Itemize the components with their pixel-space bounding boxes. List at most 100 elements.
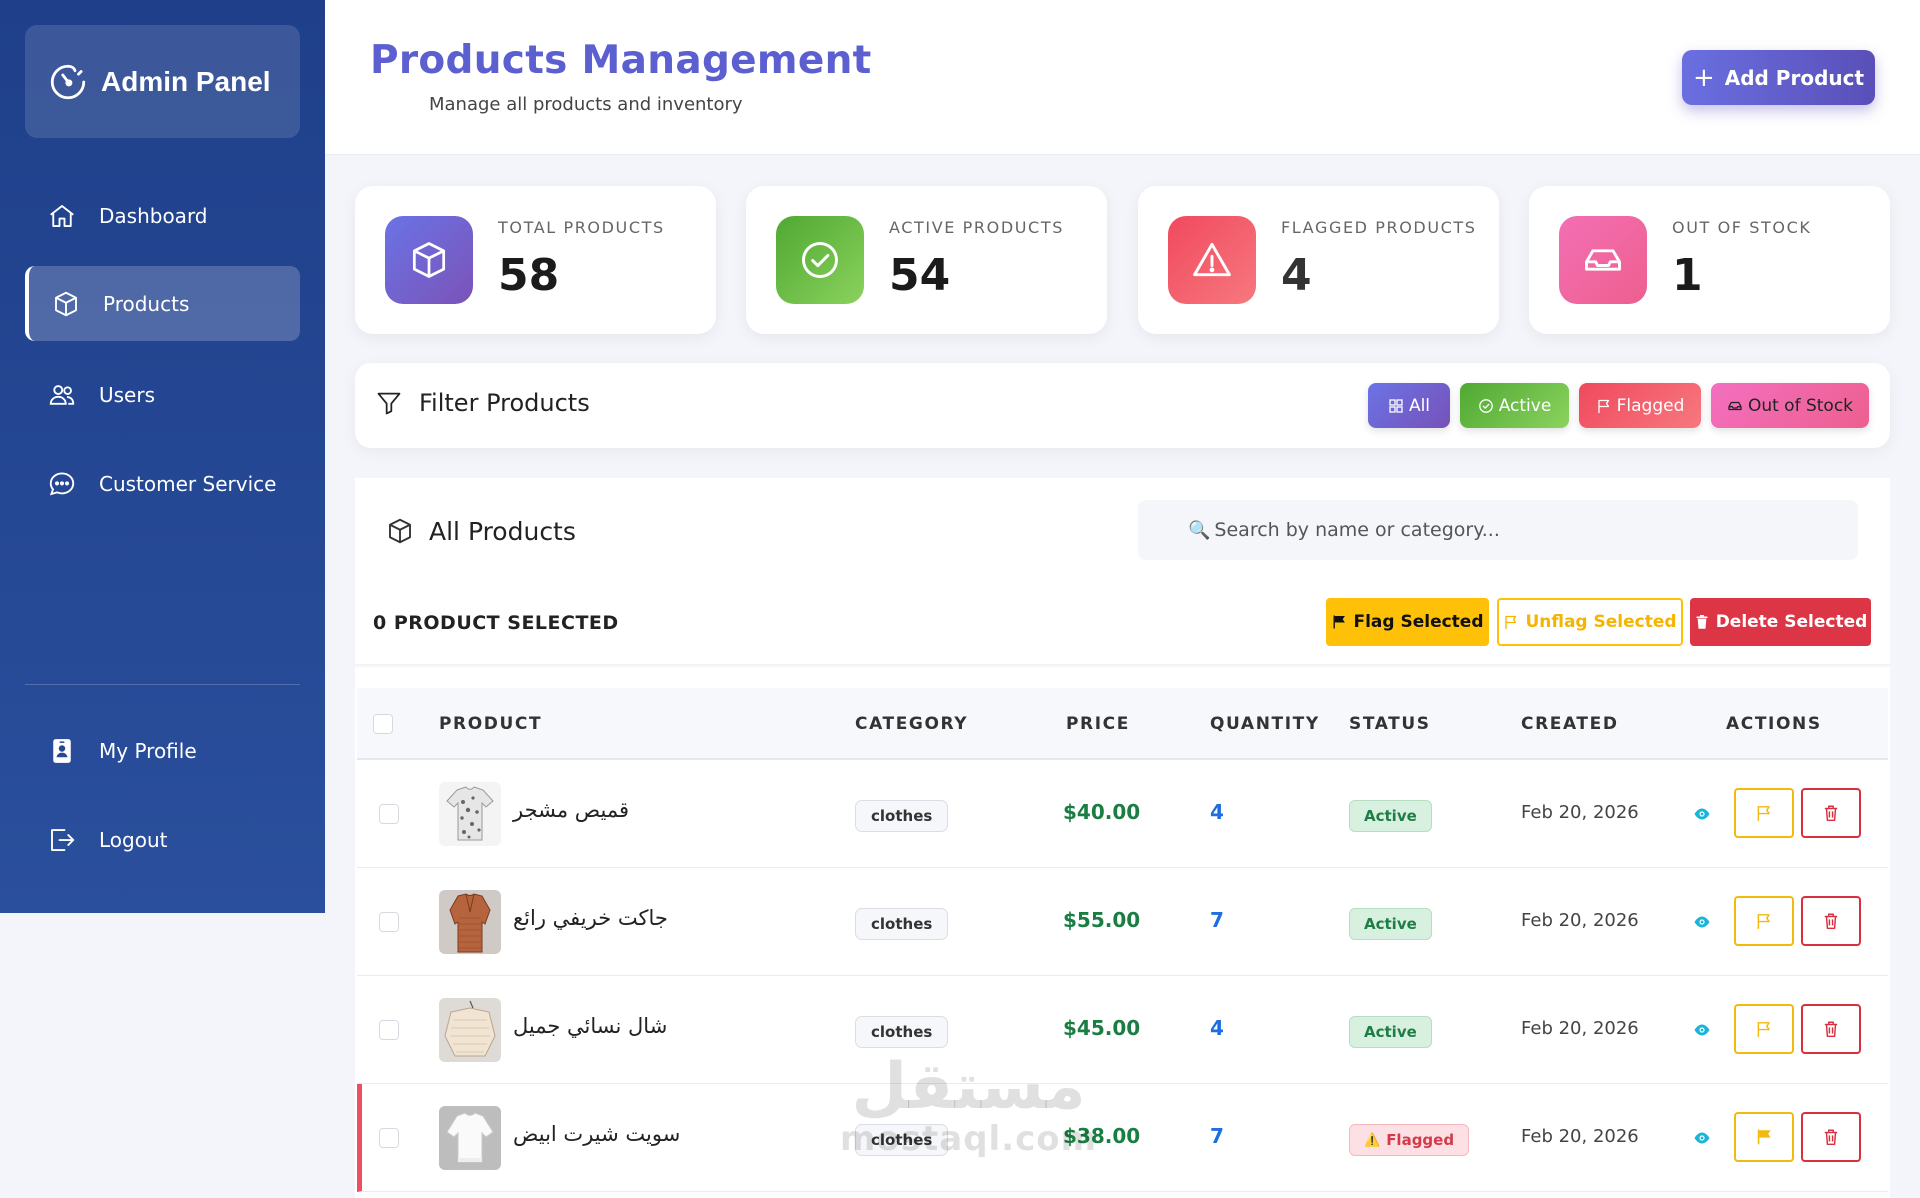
column-header-category[interactable]: CATEGORY [855,714,969,734]
sidebar-item-dashboard[interactable]: Dashboard [25,178,300,253]
sidebar-item-my-profile[interactable]: My Profile [25,713,300,788]
trash-icon [1824,805,1838,822]
row-checkbox[interactable] [379,804,399,824]
product-quantity: 4 [1210,1016,1224,1040]
logout-icon [51,828,75,851]
delete-selected-button[interactable]: Delete Selected [1690,598,1871,646]
stat-value: 1 [1672,250,1703,301]
sidebar-item-label: My Profile [99,738,197,763]
stat-label: OUT OF STOCK [1672,218,1812,237]
flag-icon [1333,615,1346,629]
dashboard-gauge-icon [50,64,86,99]
filter-chip-flagged[interactable]: Flagged [1579,383,1701,428]
flag-button[interactable] [1734,1004,1794,1054]
sidebar-item-logout[interactable]: Logout [25,802,300,877]
product-quantity: 7 [1210,1124,1224,1148]
warning-icon: ⚠️ [1364,1132,1381,1148]
unflag-button[interactable] [1734,1112,1794,1162]
column-header-actions: ACTIONS [1726,714,1822,734]
bulk-label: Unflag Selected [1525,612,1677,632]
column-header-product[interactable]: PRODUCT [439,714,543,734]
product-thumbnail [439,782,501,846]
delete-button[interactable] [1801,788,1861,838]
row-checkbox[interactable] [379,1128,399,1148]
filter-chip-active[interactable]: Active [1460,383,1569,428]
table-row[interactable]: جاكت خريفي رائع clothes $55.00 7 Active … [357,868,1888,976]
eye-icon[interactable] [1692,1020,1712,1040]
page-subtitle: Manage all products and inventory [429,94,743,115]
column-header-created[interactable]: CREATED [1521,714,1619,734]
bulk-label: Flag Selected [1353,612,1484,632]
delete-button[interactable] [1801,1112,1861,1162]
table-row[interactable]: شال نسائي جميل clothes $45.00 4 Active F… [357,976,1888,1084]
eye-icon[interactable] [1692,804,1712,824]
product-name: قميص مشجر [513,798,630,822]
page-header: Products Management Manage all products … [325,0,1920,155]
status-badge: Active [1349,1016,1432,1048]
brand-title: Admin Panel [101,65,271,97]
add-product-button[interactable]: + Add Product [1682,50,1875,105]
stat-label: TOTAL PRODUCTS [498,218,665,237]
stat-label: ACTIVE PRODUCTS [889,218,1064,237]
trash-icon [1824,1021,1838,1038]
created-date: Feb 20, 2026 [1521,1126,1639,1147]
filter-chip-out-of-stock[interactable]: Out of Stock [1711,383,1869,428]
table-row[interactable]: قميص مشجر clothes $40.00 4 Active Feb 20… [357,760,1888,868]
flag-button[interactable] [1734,788,1794,838]
category-badge: clothes [855,1124,949,1156]
grid-icon [1389,398,1403,413]
delete-button[interactable] [1801,1004,1861,1054]
product-name: جاكت خريفي رائع [513,906,668,930]
eye-icon[interactable] [1692,1128,1712,1148]
filter-chip-label: All [1408,395,1431,416]
trash-icon [1824,1129,1838,1146]
filter-title-label: Filter Products [419,389,590,417]
panel-divider [355,664,1890,668]
product-quantity: 4 [1210,800,1224,824]
status-badge: Active [1349,908,1432,940]
sidebar-item-products[interactable]: Products [25,266,300,341]
product-price: $38.00 [1063,1124,1141,1148]
product-price: $55.00 [1063,908,1141,932]
category-badge: clothes [855,800,949,832]
filter-chip-all[interactable]: All [1368,383,1450,428]
row-checkbox[interactable] [379,1020,399,1040]
product-price: $45.00 [1063,1016,1141,1040]
column-header-status[interactable]: STATUS [1349,714,1431,734]
status-badge: Active [1349,800,1432,832]
eye-icon[interactable] [1692,912,1712,932]
sidebar-item-label: Dashboard [99,203,208,228]
table-row[interactable]: سويت شيرت ابيض clothes $38.00 7 ⚠️ Flagg… [357,1084,1888,1192]
product-thumbnail [439,1106,501,1170]
flag-outline-icon [1757,1022,1770,1037]
sidebar-item-label: Customer Service [99,471,277,496]
column-header-price[interactable]: PRICE [1066,714,1130,734]
category-badge: clothes [855,1016,949,1048]
filter-icon [377,392,401,415]
unflag-selected-button[interactable]: Unflag Selected [1497,598,1683,646]
stat-value: 4 [1281,250,1312,301]
flag-outline-icon [1505,615,1517,629]
users-icon [49,384,75,405]
chat-icon [49,471,75,495]
flag-selected-button[interactable]: Flag Selected [1326,598,1489,646]
flag-filled-icon [1757,1129,1771,1145]
flag-button[interactable] [1734,896,1794,946]
trash-icon [1696,615,1708,629]
sidebar-item-customer-service[interactable]: Customer Service [25,446,300,521]
brand[interactable]: Admin Panel [25,25,300,138]
column-header-quantity[interactable]: QUANTITY [1210,714,1320,734]
box-icon [55,291,77,316]
filter-chip-label: Out of Stock [1747,395,1854,416]
panel-title: All Products [385,516,576,546]
row-checkbox[interactable] [379,912,399,932]
sidebar-item-label: Products [103,291,190,316]
filter-chip-label: Active [1498,395,1552,416]
select-all-checkbox[interactable] [373,714,393,734]
delete-button[interactable] [1801,896,1861,946]
created-date: Feb 20, 2026 [1521,802,1639,823]
warning-icon [1168,216,1256,304]
search-input[interactable]: 🔍 Search by name or category... [1138,500,1858,560]
sidebar-item-users[interactable]: Users [25,357,300,432]
product-name: سويت شيرت ابيض [513,1122,681,1146]
